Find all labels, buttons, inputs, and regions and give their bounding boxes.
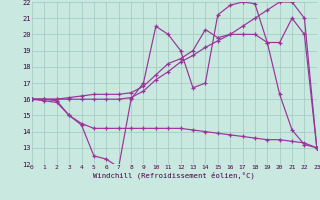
X-axis label: Windchill (Refroidissement éolien,°C): Windchill (Refroidissement éolien,°C) bbox=[93, 172, 255, 179]
